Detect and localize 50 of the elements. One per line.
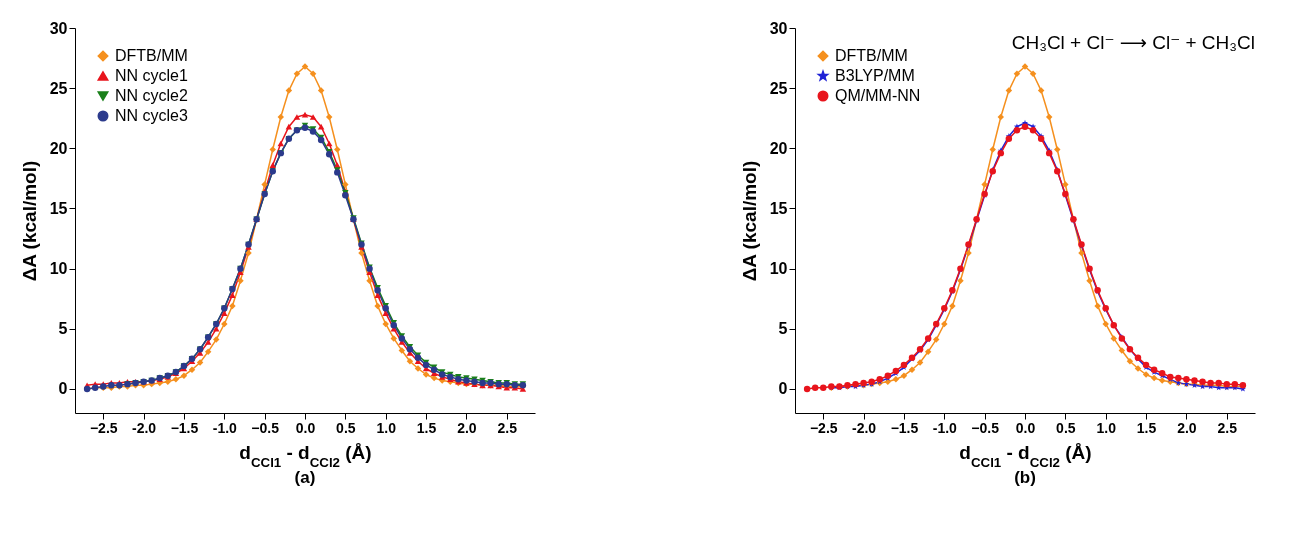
y-tick-label: 0 <box>778 380 788 398</box>
x-tick-label: -2.0 <box>132 419 157 436</box>
x-tick-label: 1.0 <box>376 419 397 436</box>
x-tick-label: 0.0 <box>1015 419 1036 436</box>
y-tick-label: 20 <box>769 139 788 157</box>
y-tick-label: 10 <box>49 260 68 278</box>
y-tick-label: 30 <box>769 19 788 37</box>
y-tick-label: 20 <box>49 139 68 157</box>
x-tick-label: 0.0 <box>295 419 316 436</box>
x-tick-label: −1.5 <box>170 419 199 436</box>
x-tick-label: 2.5 <box>1217 419 1238 436</box>
x-tick-label: −0.5 <box>971 419 1000 436</box>
x-tick-label: 0.5 <box>1056 419 1076 436</box>
x-tick-label: −1.5 <box>890 419 919 436</box>
x-tick-label: −2.5 <box>809 419 838 436</box>
x-tick-label: 0.5 <box>336 419 356 436</box>
y-tick-label: 15 <box>769 199 788 217</box>
x-tick-label: 2.5 <box>497 419 518 436</box>
x-tick-label: -1.0 <box>932 419 958 436</box>
x-tick-label: -1.0 <box>212 419 238 436</box>
y-tick-label: 10 <box>769 260 788 278</box>
x-axis-title: d$_{CCl1}$ - d$_{CCl2}$ (Å) <box>239 441 372 469</box>
x-tick-label: 1.0 <box>1096 419 1117 436</box>
text: (b) <box>1014 468 1036 487</box>
y-tick-label: 5 <box>58 320 68 338</box>
x-tick-label: 1.5 <box>1136 419 1157 436</box>
legend-label: NN cycle2 <box>115 87 189 104</box>
x-axis-title: d$_{CCl1}$ - d$_{CCl2}$ (Å) <box>959 441 1092 469</box>
text: (a) <box>294 468 316 487</box>
x-tick-label: 1.5 <box>416 419 437 436</box>
x-tick-label: 2.0 <box>1177 419 1197 436</box>
legend-label: DFTB/MM <box>835 47 908 64</box>
y-tick-label: 25 <box>769 79 788 97</box>
legend-label: B3LYP/MM <box>835 67 915 84</box>
y-tick-label: 25 <box>49 79 68 97</box>
x-tick-label: -2.0 <box>852 419 877 436</box>
annotation: CH₃Cl + Cl⁻ ⟶ Cl⁻ + CH₃Cl <box>1011 32 1255 53</box>
x-tick-label: −2.5 <box>89 419 118 436</box>
legend-label: NN cycle3 <box>115 107 189 124</box>
x-tick-label: −0.5 <box>251 419 280 436</box>
y-tick-label: 15 <box>49 199 68 217</box>
y-tick-label: 5 <box>778 320 788 338</box>
y-tick-label: 0 <box>58 380 68 398</box>
legend-label: QM/MM-NN <box>835 87 921 104</box>
legend-label: DFTB/MM <box>115 47 188 64</box>
y-tick-label: 30 <box>49 19 68 37</box>
legend-label: NN cycle1 <box>115 67 189 84</box>
x-tick-label: 2.0 <box>457 419 477 436</box>
y-axis-title: ΔA (kcal/mol) <box>738 160 760 282</box>
y-axis-title: ΔA (kcal/mol) <box>18 160 40 282</box>
